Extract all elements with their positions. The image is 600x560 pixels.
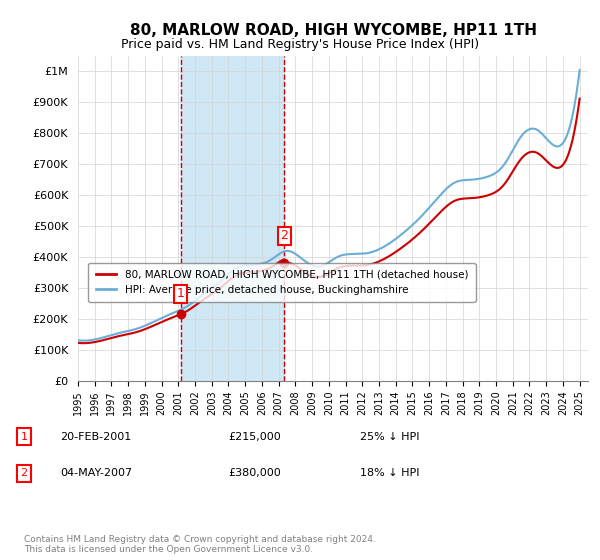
Text: Price paid vs. HM Land Registry's House Price Index (HPI): Price paid vs. HM Land Registry's House … [121, 38, 479, 50]
Text: 2: 2 [20, 468, 28, 478]
Bar [181, 56, 284, 381]
Text: 1: 1 [176, 287, 184, 300]
Title: 80, MARLOW ROAD, HIGH WYCOMBE, HP11 1TH: 80, MARLOW ROAD, HIGH WYCOMBE, HP11 1TH [130, 23, 536, 38]
Text: £380,000: £380,000 [228, 468, 281, 478]
Text: 18% ↓ HPI: 18% ↓ HPI [360, 468, 419, 478]
Text: 04-MAY-2007: 04-MAY-2007 [60, 468, 132, 478]
Text: Contains HM Land Registry data © Crown copyright and database right 2024.
This d: Contains HM Land Registry data © Crown c… [24, 535, 376, 554]
Text: 2: 2 [280, 229, 288, 242]
Text: 20-FEB-2001: 20-FEB-2001 [60, 432, 131, 442]
Text: £215,000: £215,000 [228, 432, 281, 442]
Text: 25% ↓ HPI: 25% ↓ HPI [360, 432, 419, 442]
Text: 1: 1 [20, 432, 28, 442]
Legend: 80, MARLOW ROAD, HIGH WYCOMBE, HP11 1TH (detached house), HPI: Average price, de: 80, MARLOW ROAD, HIGH WYCOMBE, HP11 1TH … [88, 263, 476, 302]
